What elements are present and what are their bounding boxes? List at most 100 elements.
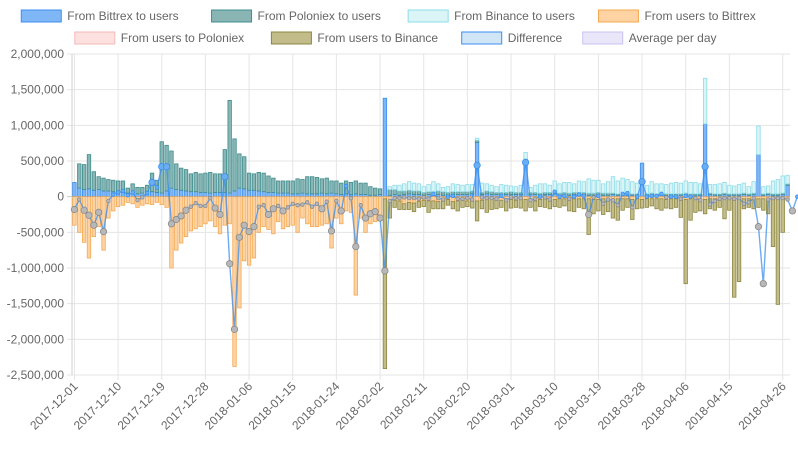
bar-series-1[interactable]: [373, 187, 378, 196]
bar-series-2[interactable]: [567, 181, 572, 194]
line-point[interactable]: [154, 185, 160, 190]
bar-series-3[interactable]: [300, 196, 305, 219]
line-point[interactable]: [562, 193, 567, 199]
bar-series-2[interactable]: [736, 184, 742, 195]
bar-series-1[interactable]: [198, 173, 203, 193]
line-point[interactable]: [533, 196, 538, 202]
bar-series-3[interactable]: [295, 196, 300, 233]
line-point[interactable]: [309, 204, 315, 209]
bar-series-2[interactable]: [436, 183, 441, 192]
line-point[interactable]: [250, 223, 258, 231]
bar-series-0[interactable]: [702, 123, 708, 198]
bar-series-5[interactable]: [474, 200, 480, 222]
line-point[interactable]: [99, 228, 108, 236]
bar-series-0[interactable]: [183, 190, 189, 198]
bar-series-5[interactable]: [460, 199, 465, 208]
line-point[interactable]: [264, 210, 273, 219]
bar-series-2[interactable]: [630, 181, 635, 195]
line-point[interactable]: [392, 195, 397, 201]
line-point[interactable]: [668, 194, 674, 199]
bar-series-1[interactable]: [300, 179, 305, 194]
line-point[interactable]: [387, 198, 392, 204]
bar-series-2[interactable]: [649, 181, 654, 194]
line-point[interactable]: [348, 195, 354, 201]
bar-series-1[interactable]: [358, 182, 363, 195]
line-point[interactable]: [198, 203, 203, 209]
line-point[interactable]: [381, 267, 389, 275]
bar-series-1[interactable]: [508, 191, 514, 195]
line-point[interactable]: [436, 195, 441, 201]
line-point[interactable]: [673, 194, 679, 199]
bar-series-2[interactable]: [445, 186, 451, 193]
bar-series-2[interactable]: [499, 184, 504, 193]
bar-series-0[interactable]: [305, 193, 310, 198]
bar-series-2[interactable]: [431, 181, 436, 193]
line-point[interactable]: [193, 200, 198, 206]
bar-series-1[interactable]: [261, 172, 266, 193]
bar-series-1[interactable]: [203, 172, 208, 193]
bar-series-2[interactable]: [411, 182, 417, 192]
bar-series-3[interactable]: [474, 196, 480, 202]
bar-series-1[interactable]: [276, 180, 281, 194]
bar-series-3[interactable]: [111, 196, 116, 212]
bar-series-2[interactable]: [581, 181, 586, 193]
bar-series-0[interactable]: [212, 191, 218, 198]
bar-series-3[interactable]: [271, 196, 276, 235]
bar-series-2[interactable]: [591, 179, 596, 194]
bar-series-0[interactable]: [285, 192, 291, 198]
line-point[interactable]: [208, 195, 213, 201]
bar-series-2[interactable]: [746, 186, 751, 195]
bar-series-3[interactable]: [86, 196, 92, 259]
bar-series-5[interactable]: [455, 200, 460, 212]
bar-series-0[interactable]: [174, 189, 179, 198]
bar-series-2[interactable]: [504, 184, 509, 193]
line-point[interactable]: [285, 205, 291, 210]
line-point[interactable]: [499, 193, 504, 199]
bar-series-2[interactable]: [702, 77, 708, 125]
bar-series-1[interactable]: [188, 173, 194, 193]
line-point[interactable]: [318, 205, 326, 213]
line-point[interactable]: [698, 198, 703, 203]
bar-series-0[interactable]: [300, 192, 305, 198]
line-point[interactable]: [722, 195, 727, 201]
bar-series-0[interactable]: [198, 191, 203, 198]
line-point[interactable]: [371, 208, 379, 216]
line-point[interactable]: [644, 194, 650, 199]
bar-series-2[interactable]: [775, 179, 781, 195]
bar-series-0[interactable]: [203, 191, 208, 198]
bar-series-1[interactable]: [324, 177, 329, 195]
bar-series-1[interactable]: [135, 186, 140, 195]
bar-series-3[interactable]: [179, 196, 184, 244]
line-point[interactable]: [445, 194, 451, 199]
bar-series-1[interactable]: [348, 181, 354, 195]
bar-series-2[interactable]: [605, 181, 611, 194]
bar-series-5[interactable]: [654, 198, 659, 210]
bar-series-1[interactable]: [397, 190, 402, 196]
line-point[interactable]: [361, 214, 370, 222]
bar-series-1[interactable]: [183, 169, 189, 192]
bar-series-1[interactable]: [411, 190, 417, 195]
line-point[interactable]: [235, 233, 243, 241]
bar-series-5[interactable]: [732, 198, 737, 298]
line-point[interactable]: [402, 195, 407, 200]
bar-series-5[interactable]: [421, 199, 426, 208]
line-point[interactable]: [678, 196, 684, 202]
bar-series-2[interactable]: [387, 186, 392, 190]
line-point[interactable]: [489, 195, 494, 201]
line-point[interactable]: [717, 196, 722, 202]
bar-series-5[interactable]: [693, 199, 698, 213]
bar-series-0[interactable]: [86, 188, 92, 198]
bar-series-2[interactable]: [407, 181, 412, 191]
bar-series-1[interactable]: [232, 138, 237, 192]
line-point[interactable]: [513, 195, 519, 201]
bar-series-5[interactable]: [567, 199, 572, 212]
line-point[interactable]: [245, 228, 253, 236]
bar-series-1[interactable]: [227, 99, 232, 194]
line-point[interactable]: [567, 196, 572, 202]
line-point[interactable]: [522, 158, 530, 167]
line-point[interactable]: [688, 194, 693, 199]
bar-series-0[interactable]: [309, 193, 315, 198]
bar-series-5[interactable]: [479, 199, 485, 210]
bar-series-1[interactable]: [101, 177, 106, 192]
bar-series-1[interactable]: [212, 173, 218, 193]
